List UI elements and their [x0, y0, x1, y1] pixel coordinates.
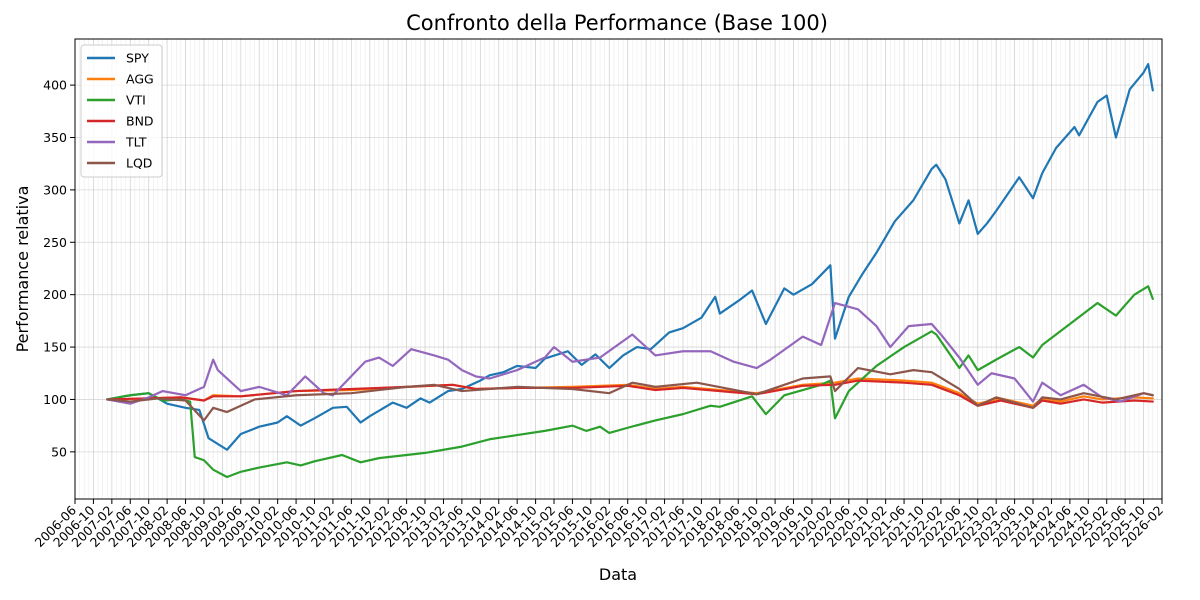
legend-label-lqd: LQD — [126, 156, 152, 171]
legend-label-tlt: TLT — [125, 135, 147, 150]
chart-title: Confronto della Performance (Base 100) — [406, 11, 828, 35]
y-tick-label: 50 — [51, 444, 67, 459]
legend: SPY AGG VTI BND TLT LQD — [80, 44, 163, 178]
legend-label-spy: SPY — [126, 51, 149, 66]
y-tick-label: 250 — [43, 235, 67, 250]
y-tick-label: 150 — [43, 340, 67, 355]
y-axis-ticks: 50 100 150 200 250 300 350 400 — [43, 78, 75, 459]
grid — [74, 39, 1163, 499]
series-line-lqd — [106, 366, 1154, 422]
series-lines — [106, 63, 1154, 479]
legend-label-bnd: BND — [126, 114, 154, 129]
x-axis-label: Data — [599, 565, 637, 584]
y-tick-label: 350 — [43, 130, 67, 145]
series-line-vti — [106, 285, 1154, 479]
legend-label-vti: VTI — [126, 93, 146, 108]
y-axis-label: Performance relativa — [13, 186, 32, 353]
y-tick-label: 100 — [43, 392, 67, 407]
plot-area-frame — [74, 38, 1163, 500]
series-line-spy — [106, 63, 1154, 451]
x-axis-ticks: 2006-062006-102007-022007-062007-102008-… — [32, 499, 1166, 550]
series-line-bnd — [106, 379, 1154, 409]
series-line-tlt — [106, 301, 1154, 405]
y-tick-label: 400 — [43, 78, 67, 93]
y-tick-label: 200 — [43, 287, 67, 302]
y-tick-label: 300 — [43, 182, 67, 197]
legend-label-agg: AGG — [126, 72, 154, 87]
